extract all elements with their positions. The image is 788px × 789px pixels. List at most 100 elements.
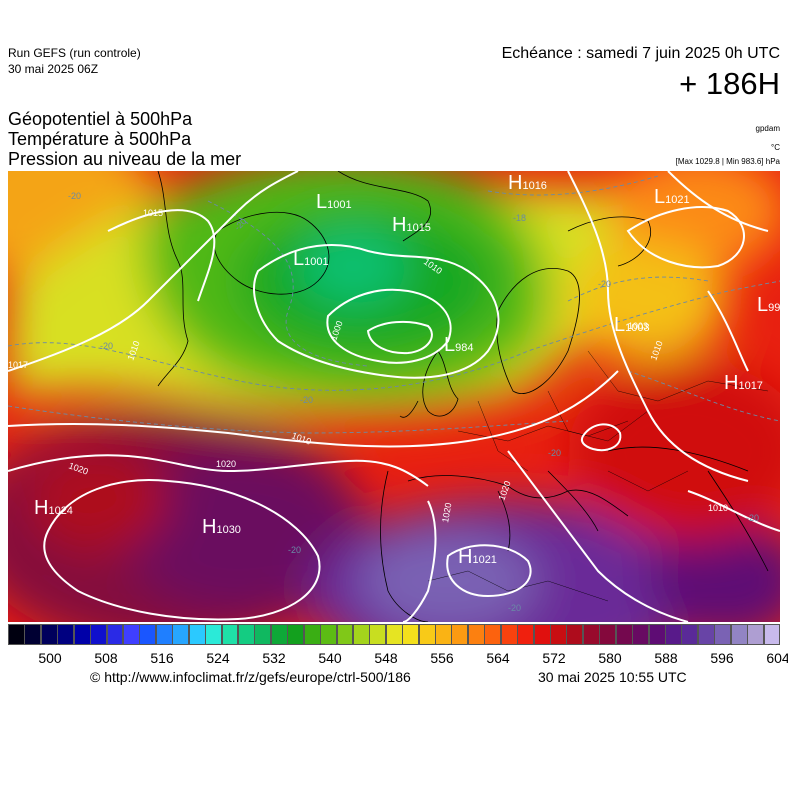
color-scale-cell [237,624,255,645]
isobar-label: 1020 [440,502,453,523]
color-scale-cell [599,624,617,645]
color-scale-tick-label: 548 [374,650,398,666]
color-scale-cell [122,624,140,645]
low-label-2: L1001 [293,248,329,270]
pressure-centers: L1001 L1001 H1015 H1016 L1021 L984 L1003… [34,172,780,568]
coastlines [157,171,769,622]
color-scale-tick-label: 556 [430,650,454,666]
color-scale-ticks: 500 508 516 524 532 540 548 556 564 572 580 588 596 6… [8,650,788,668]
color-scale-tick-label: 516 [150,650,174,666]
color-scale-cell [385,624,403,645]
high-label-5: H1030 [202,516,241,538]
color-scale-cell [517,624,535,645]
color-scale-cell [467,624,485,645]
param-temperature: Température à 500hPa [8,129,192,149]
color-scale-cell [57,624,75,645]
color-scale-cell [500,624,518,645]
isobar-labels: 1015 1017 1010 1000 1010 1010 1020 1020 … [8,208,728,523]
color-scale-cell [352,624,370,645]
color-scale-cell [747,624,765,645]
color-scale-cell [155,624,173,645]
color-scale-tick-label: 588 [654,650,678,666]
unit-temperature: °C [771,143,780,152]
isobar-label: 1017 [8,360,28,370]
run-date: 30 mai 2025 06Z [8,62,99,76]
color-scale-cell [615,624,633,645]
temperature-label: -18 [513,213,526,223]
color-scale-cell [139,624,157,645]
high-label-2: H1016 [508,172,547,194]
temperature-label: -20 [746,513,759,523]
generated-time: 30 mai 2025 10:55 UTC [538,669,687,685]
temperature-label: -20 [598,279,611,289]
color-scale-cell [402,624,420,645]
temperature-label: -20 [288,545,301,555]
color-scale-cell [254,624,272,645]
color-scale-cell [106,624,124,645]
color-scale-cell [24,624,42,645]
unit-geopotential: gpdam [755,124,780,133]
color-scale-tick-label: 500 [38,650,62,666]
temperature-isotherms [8,175,780,434]
temperature-label: -20 [300,395,313,405]
unit-pressure: [Max 1029.8 | Min 983.6] hPa [675,157,780,166]
param-pressure: Pression au niveau de la mer [8,149,242,169]
color-scale-cell [697,624,715,645]
high-label-6: H1021 [458,546,497,568]
high-label-1: H1015 [392,214,431,236]
color-scale-cell [8,624,25,645]
geopotential-field [8,171,780,622]
isobars [8,171,780,622]
color-scale-cell [73,624,91,645]
color-scale-tick-label: 508 [94,650,118,666]
color-scale-tick-label: 532 [262,650,286,666]
color-scale-tick-label: 572 [542,650,566,666]
color-scale-cell [270,624,288,645]
color-scale-cell [369,624,387,645]
color-scale-cell [435,624,452,645]
color-scale-cell [90,624,108,645]
isobar-label: 1003 [628,321,648,331]
color-scale-cell [648,624,666,645]
color-scale-tick-label: 564 [486,650,510,666]
isobar-label: 1015 [143,208,163,218]
isobar-label: 1010 [708,503,728,513]
color-scale-cell [582,624,600,645]
forecast-hour: + 186H [679,66,780,101]
run-label: Run GEFS (run controle) [8,46,141,60]
color-scale-cell [451,624,469,645]
isobar-label: 1020 [216,459,236,469]
color-scale-cell [632,624,650,645]
temperature-label: -20 [508,603,521,613]
color-scale-cell [763,624,781,645]
color-scale-cell [484,624,502,645]
high-label-3: H1017 [724,372,763,394]
color-scale-cell [188,624,206,645]
low-label-1: L1001 [316,191,352,213]
temperature-label: -20 [68,191,81,201]
color-scale-cell [730,624,748,645]
temperature-labels: -20 -20 -20 -18 -20 -20 -20 -20 -20 -20 [68,191,759,613]
color-scale-tick-label: 580 [598,650,622,666]
color-scale-tick-label: 524 [206,650,230,666]
param-geopotential: Géopotentiel à 500hPa [8,109,193,129]
color-scale-cell [205,624,223,645]
color-scale-cell [320,624,337,645]
valid-time: Echéance : samedi 7 juin 2025 0h UTC [501,45,780,62]
low-label-3: L1021 [654,186,690,208]
color-scale-cell [172,624,190,645]
color-scale-cell [665,624,682,645]
low-label-5: L1003 [614,314,650,336]
high-label-4: H1024 [34,497,73,519]
color-scale-cell [287,624,305,645]
low-label-4: L984 [444,334,473,356]
color-scale-cell [550,624,567,645]
color-scale-cell [221,624,239,645]
color-scale-cell [566,624,584,645]
color-scale-tick-label: 596 [710,650,734,666]
source-url: © http://www.infoclimat.fr/z/gefs/europe… [90,669,411,685]
temperature-label: -20 [548,448,561,458]
color-scale-cell [303,624,321,645]
color-scale-tick-label: 540 [318,650,342,666]
low-label-6: L998 [757,294,780,316]
